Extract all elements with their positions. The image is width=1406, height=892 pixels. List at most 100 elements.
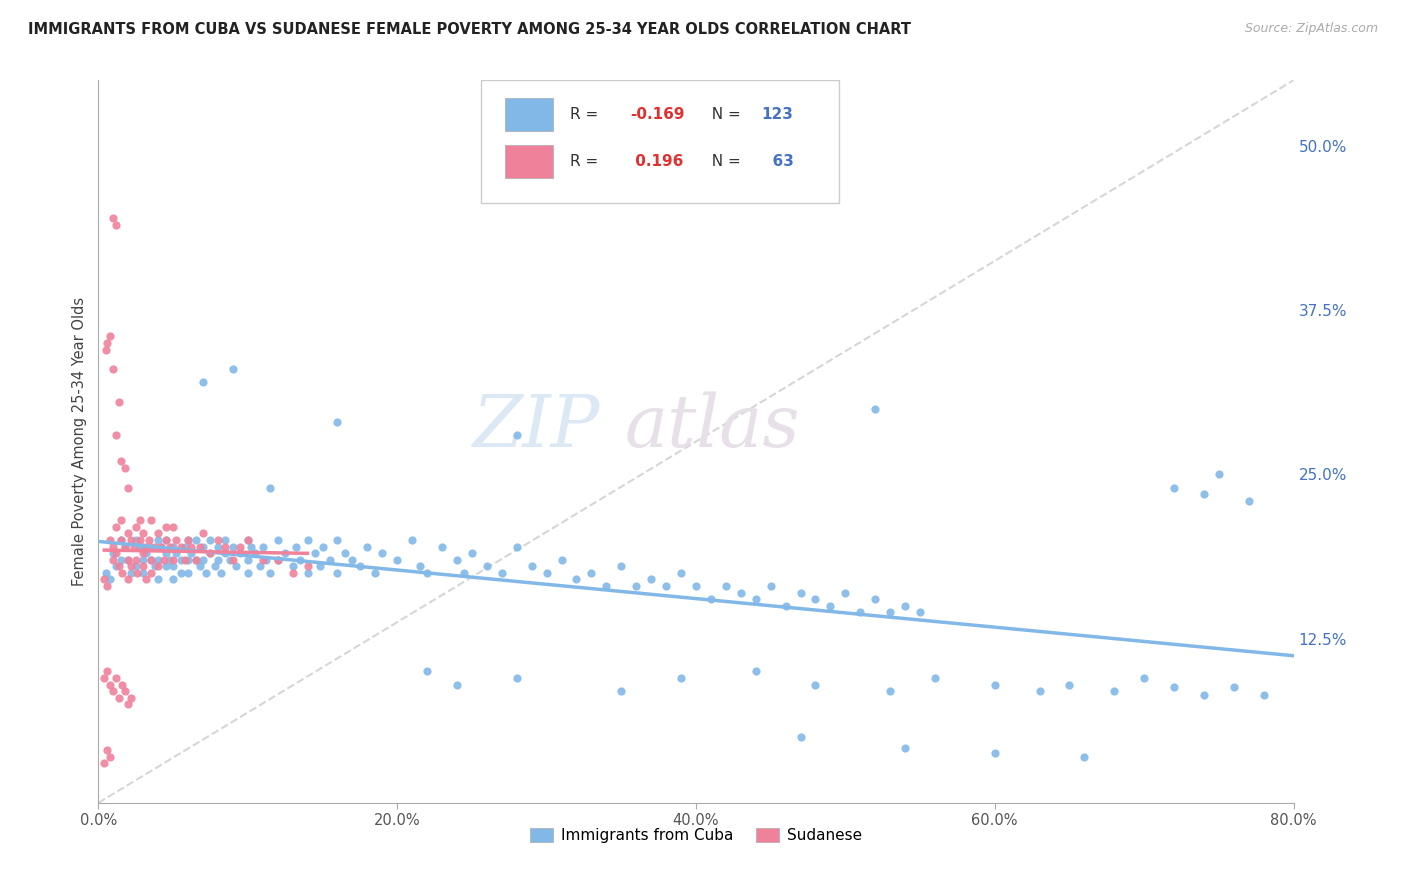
Point bbox=[184, 533, 207, 547]
Point bbox=[148, 533, 170, 547]
Text: ZIP: ZIP bbox=[472, 392, 600, 462]
Point bbox=[108, 395, 131, 409]
Point bbox=[626, 579, 648, 593]
Point bbox=[165, 546, 187, 560]
Point bbox=[139, 553, 162, 567]
Point bbox=[103, 211, 125, 226]
Point bbox=[177, 533, 200, 547]
Point bbox=[284, 540, 307, 554]
Point bbox=[222, 540, 245, 554]
Point bbox=[326, 566, 349, 580]
Point bbox=[730, 585, 752, 599]
Text: atlas: atlas bbox=[624, 392, 800, 462]
Point bbox=[108, 559, 131, 574]
Point bbox=[565, 573, 588, 587]
Point bbox=[865, 401, 887, 416]
Point bbox=[506, 540, 529, 554]
Point bbox=[789, 730, 811, 744]
Point bbox=[165, 533, 187, 547]
Point bbox=[475, 559, 498, 574]
Point bbox=[110, 553, 132, 567]
Point bbox=[169, 540, 191, 554]
Point bbox=[207, 540, 229, 554]
Point bbox=[150, 540, 173, 554]
Point bbox=[132, 559, 155, 574]
Point bbox=[111, 566, 134, 580]
Point bbox=[114, 540, 136, 554]
Point bbox=[745, 665, 768, 679]
Point bbox=[1104, 684, 1126, 698]
Point bbox=[103, 553, 125, 567]
Point bbox=[1028, 684, 1050, 698]
Point bbox=[117, 573, 139, 587]
Point bbox=[700, 592, 723, 607]
Point bbox=[124, 540, 146, 554]
Text: 123: 123 bbox=[762, 107, 793, 122]
Point bbox=[229, 546, 252, 560]
Point bbox=[214, 533, 236, 547]
Point bbox=[117, 553, 139, 567]
Point bbox=[114, 540, 136, 554]
Point bbox=[200, 546, 222, 560]
Point bbox=[446, 553, 468, 567]
Point bbox=[98, 329, 122, 343]
Point bbox=[105, 218, 128, 232]
Point bbox=[371, 546, 394, 560]
Point bbox=[685, 579, 707, 593]
Point bbox=[162, 573, 184, 587]
Point bbox=[894, 599, 917, 613]
Point bbox=[94, 566, 117, 580]
Point bbox=[1192, 688, 1215, 702]
Point bbox=[1192, 487, 1215, 501]
Point bbox=[105, 520, 128, 534]
Point bbox=[879, 605, 901, 619]
Point bbox=[984, 746, 1007, 760]
Point bbox=[759, 579, 782, 593]
Point bbox=[288, 553, 311, 567]
Point bbox=[200, 546, 222, 560]
Point bbox=[254, 553, 277, 567]
Point bbox=[222, 362, 245, 376]
Point bbox=[94, 343, 117, 357]
Point bbox=[110, 454, 132, 468]
Point bbox=[281, 566, 304, 580]
Point bbox=[281, 559, 304, 574]
Point bbox=[117, 553, 139, 567]
Point bbox=[132, 540, 155, 554]
Point bbox=[180, 540, 202, 554]
Point bbox=[174, 540, 197, 554]
Point bbox=[236, 533, 259, 547]
Point bbox=[177, 533, 200, 547]
Point bbox=[1223, 680, 1246, 694]
FancyBboxPatch shape bbox=[505, 145, 553, 178]
Point bbox=[259, 566, 281, 580]
Point bbox=[138, 533, 160, 547]
Point bbox=[139, 513, 162, 527]
Point bbox=[1059, 677, 1081, 691]
Point bbox=[110, 513, 132, 527]
Point bbox=[162, 520, 184, 534]
Point bbox=[669, 566, 692, 580]
Point bbox=[169, 566, 191, 580]
Point bbox=[191, 526, 214, 541]
Point bbox=[304, 546, 326, 560]
Point bbox=[267, 533, 290, 547]
Point bbox=[446, 677, 468, 691]
Point bbox=[120, 533, 142, 547]
Point bbox=[180, 546, 202, 560]
Point bbox=[349, 559, 371, 574]
Point bbox=[129, 540, 152, 554]
Point bbox=[93, 573, 115, 587]
Point bbox=[297, 559, 319, 574]
Point bbox=[117, 481, 139, 495]
Text: R =: R = bbox=[571, 107, 603, 122]
Point bbox=[96, 579, 118, 593]
Point bbox=[125, 533, 148, 547]
Point bbox=[139, 540, 162, 554]
Point bbox=[789, 585, 811, 599]
Point bbox=[245, 546, 267, 560]
Point bbox=[364, 566, 387, 580]
Point bbox=[125, 553, 148, 567]
Point bbox=[148, 526, 170, 541]
Point bbox=[984, 677, 1007, 691]
